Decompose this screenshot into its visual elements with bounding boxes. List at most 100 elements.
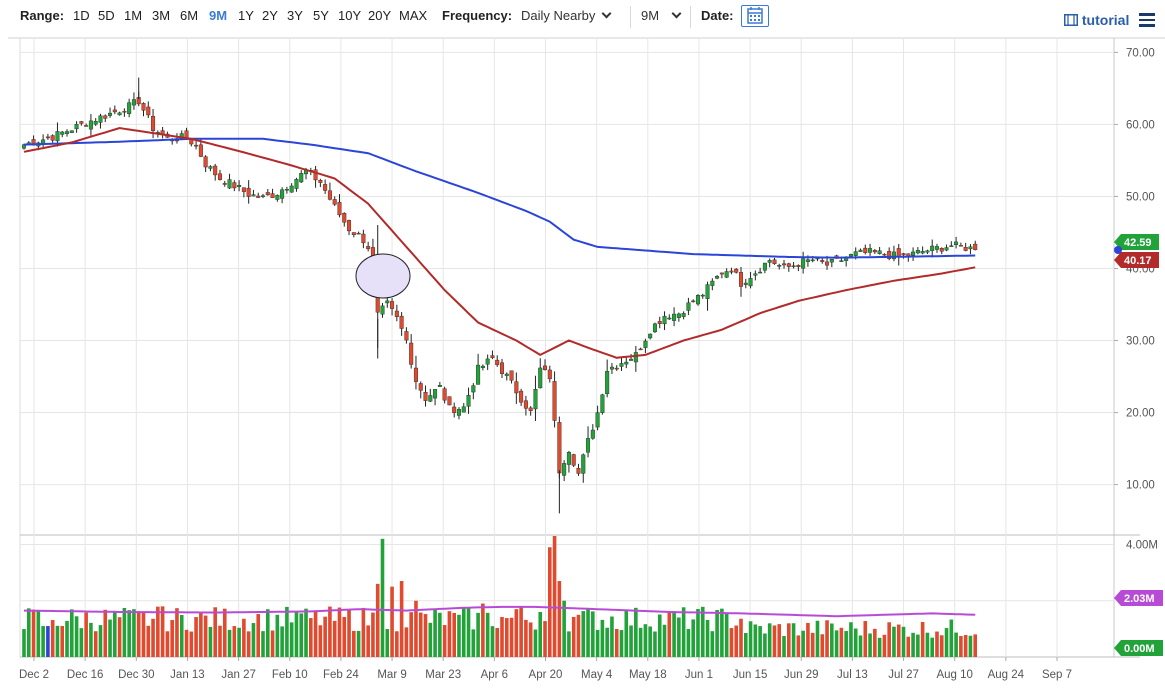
volume-bar (791, 623, 796, 657)
volume-bar (863, 621, 868, 657)
volume-bar (844, 631, 848, 657)
candle-body (447, 396, 452, 406)
volume-bar (323, 616, 327, 657)
candle (533, 375, 538, 422)
frequency-select[interactable]: Daily Nearby (521, 8, 612, 24)
candle-body (915, 250, 920, 254)
highlight-ellipse (355, 253, 411, 299)
candle (366, 241, 371, 252)
candles (22, 91, 978, 483)
candle (270, 188, 275, 198)
candle (442, 386, 447, 404)
volume-bar (543, 621, 547, 657)
range-button-5y[interactable]: 5Y (313, 8, 329, 23)
candle-body (480, 365, 485, 368)
tutorial-link[interactable]: tutorial (1064, 12, 1129, 28)
volume-bar (748, 621, 753, 657)
candle (920, 246, 925, 255)
candle (313, 165, 318, 188)
candle (423, 385, 428, 407)
candle (131, 92, 136, 110)
volume-bar (299, 613, 304, 657)
range-button-6m[interactable]: 6M (180, 8, 199, 23)
volume-bar (160, 606, 165, 657)
range-button-20y[interactable]: 20Y (368, 8, 392, 23)
candle-body (232, 182, 237, 189)
date-tick-label: Jun 15 (733, 669, 768, 681)
range-button-2y[interactable]: 2Y (262, 8, 278, 23)
volume-bar (380, 538, 385, 657)
price-tick-label: 60.00 (1126, 119, 1155, 131)
volume-zero-tag-text: 0.00M (1124, 643, 1155, 655)
candle (772, 257, 777, 265)
candle-body (571, 454, 576, 466)
volume-bar (313, 610, 318, 657)
range-button-10y[interactable]: 10Y (338, 8, 362, 23)
volume-bar (528, 622, 533, 657)
candle (433, 389, 438, 406)
volume-bar (251, 623, 256, 657)
volume-bar (208, 626, 213, 657)
candle-body (552, 381, 557, 421)
volume-bar (758, 626, 762, 657)
candle-body (399, 315, 404, 329)
range-button-max[interactable]: MAX (399, 8, 428, 23)
candle (538, 358, 543, 389)
candle (605, 359, 610, 398)
candle-body (858, 249, 863, 252)
range-button-3m[interactable]: 3M (152, 8, 171, 23)
volume-bar (509, 617, 514, 657)
volume-bar (275, 614, 280, 657)
candle (949, 241, 954, 247)
candle-body (853, 251, 858, 256)
candle-body (839, 260, 844, 262)
range-button-1d[interactable]: 1D (73, 8, 90, 23)
volume-bar (538, 611, 543, 657)
candle-body (700, 294, 705, 297)
range-button-9m[interactable]: 9M (209, 8, 228, 23)
candle (882, 253, 887, 256)
volume-bar (442, 625, 447, 657)
volume-bar (390, 586, 394, 657)
volume-bar (366, 625, 370, 657)
candle (939, 247, 944, 255)
volume-bar (242, 618, 246, 657)
volume-bar (476, 612, 480, 657)
volume-bar (681, 607, 686, 657)
candle-body (380, 305, 385, 315)
range-button-5d[interactable]: 5D (98, 8, 115, 23)
range-button-3y[interactable]: 3Y (287, 8, 303, 23)
period-select[interactable]: 9M (641, 8, 682, 24)
volume-bar (619, 630, 624, 657)
candle-body (629, 358, 634, 361)
candle (79, 120, 84, 126)
candle (385, 296, 390, 308)
candle-body (600, 394, 605, 413)
volume-bar (935, 631, 939, 657)
candle-body (222, 183, 227, 185)
candle (351, 232, 356, 238)
candle-body (662, 315, 667, 325)
candle-body (877, 250, 882, 254)
candle-body (22, 144, 27, 149)
candle-body (65, 131, 70, 134)
range-button-1m[interactable]: 1M (124, 8, 143, 23)
candle (323, 179, 328, 194)
candle-body (968, 246, 973, 250)
volume-bar (438, 612, 442, 657)
volume-bar (261, 631, 265, 657)
candle (930, 239, 935, 258)
volume-bar (423, 614, 428, 657)
hamburger-menu-icon[interactable] (1139, 13, 1155, 27)
range-button-1y[interactable]: 1Y (238, 8, 254, 23)
candle-body (648, 333, 653, 339)
candle (504, 372, 509, 381)
candle (657, 316, 662, 329)
date-picker-button[interactable] (741, 5, 769, 27)
candle (485, 354, 490, 371)
candle-body (566, 451, 571, 465)
volume-bar (815, 620, 820, 657)
volume-bar (22, 629, 26, 657)
candle (767, 258, 772, 268)
